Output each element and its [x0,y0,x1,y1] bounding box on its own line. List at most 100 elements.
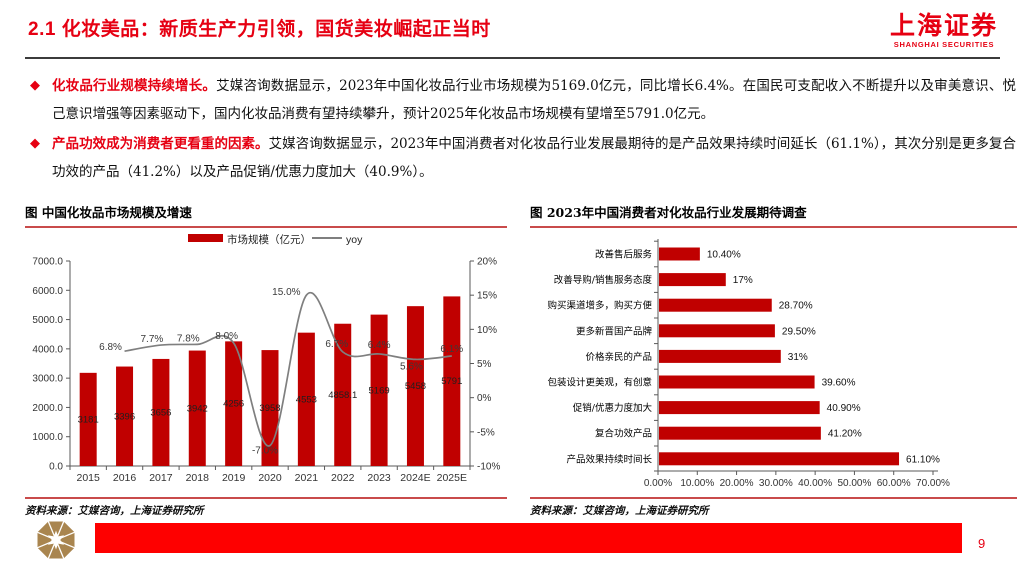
bar [659,349,781,363]
svg-text:2023: 2023 [367,472,391,484]
svg-text:5791: 5791 [441,376,462,387]
svg-text:2024E: 2024E [400,472,430,484]
bars [79,296,461,466]
svg-text:2019: 2019 [222,472,246,484]
svg-text:7.7%: 7.7% [141,334,164,345]
bullet-industry-growth: ◆ 化妆品行业规模持续增长。艾媒咨询数据显示，2023年中国化妆品行业市场规模为5… [30,72,1016,128]
svg-text:-10%: -10% [477,462,500,473]
bar [659,426,821,440]
figure-bottom-rule [530,497,1017,499]
page-title: 2.1 化妆美品：新质生产力引领，国货美妆崛起正当时 [28,19,491,40]
svg-text:0.0: 0.0 [49,462,63,473]
bar [659,452,900,466]
bar [152,358,170,466]
category-label: 促销/优惠力度加大 [573,402,653,414]
svg-text:3942: 3942 [187,403,208,414]
category-label: 更多新晋国产品牌 [576,325,653,337]
svg-text:8.0%: 8.0% [215,331,238,342]
svg-text:2000.0: 2000.0 [32,403,63,414]
source-note-right: 资料来源：艾媒咨询，上海证券研究所 [530,505,709,517]
svg-text:6.1%: 6.1% [440,344,463,355]
value-label: 17% [733,275,753,286]
bar [79,372,97,466]
svg-text:2020: 2020 [258,472,282,484]
svg-text:10%: 10% [477,325,497,336]
svg-text:5000.0: 5000.0 [32,315,63,326]
svg-text:60.00%: 60.00% [877,478,911,489]
figure-bottom-rule [25,497,507,499]
bar [370,314,388,466]
svg-text:5169: 5169 [369,385,390,396]
svg-text:2015: 2015 [77,472,101,484]
category-label: 价格亲民的产品 [585,351,652,363]
svg-text:70.00%: 70.00% [916,478,950,489]
value-label: 29.50% [782,326,816,337]
svg-text:1000.0: 1000.0 [32,432,63,443]
svg-text:2016: 2016 [113,472,137,484]
svg-text:20.00%: 20.00% [720,478,754,489]
svg-text:4553: 4553 [296,394,317,405]
bullet-body-text: 艾媒咨询数据显示，2023年中国消费者对化妆品行业发展最期待的是产品效果持续时间… [52,136,1017,180]
bar [659,375,815,389]
bullet-lead-text: 产品功效成为消费者更看重的因素。 [52,136,269,152]
company-logo-en: SHANGHAI SECURITIES [893,40,995,49]
svg-text:7000.0: 7000.0 [32,257,63,268]
svg-text:5%: 5% [477,359,492,370]
svg-text:4858.1: 4858.1 [328,390,357,401]
value-label: 39.60% [822,378,856,389]
svg-text:7.8%: 7.8% [177,333,200,344]
market-size-growth-chart: 市场规模（亿元） yoy 7000.0 6000.0 5000.0 4000.0 3000.… [32,233,500,484]
category-label: 改善售后服务 [595,249,653,261]
bar [659,324,775,338]
header-divider [25,57,1000,59]
svg-text:15.0%: 15.0% [272,287,300,298]
axes [654,239,938,475]
svg-text:3396: 3396 [114,411,135,422]
value-label: 10.40% [707,250,741,261]
value-label: 31% [788,352,808,363]
bar [297,332,315,466]
svg-text:0.00%: 0.00% [644,478,672,489]
svg-text:2018: 2018 [186,472,210,484]
svg-text:2017: 2017 [149,472,173,484]
svg-text:2025E: 2025E [437,472,467,484]
bar [406,306,424,466]
svg-text:-5%: -5% [477,427,495,438]
bar-labels: 3181 3396 3656 3942 4256 3958 4553 4858.1 5169 54… [78,376,463,425]
diamond-bullet-icon: ◆ [30,136,40,151]
svg-text:15%: 15% [477,291,497,302]
svg-text:4256: 4256 [223,399,244,410]
category-label: 改善导购/销售服务态度 [554,274,653,286]
svg-text:20%: 20% [477,257,497,268]
source-note-left: 资料来源：艾媒咨询，上海证券研究所 [25,505,204,517]
value-label: 40.90% [827,403,861,414]
bar [659,401,820,415]
svg-text:2022: 2022 [331,472,355,484]
svg-text:3000.0: 3000.0 [32,374,63,385]
value-label: 41.20% [828,429,862,440]
svg-text:6.7%: 6.7% [325,339,348,350]
bar [116,366,134,466]
svg-text:4000.0: 4000.0 [32,344,63,355]
consumer-survey-chart: 0.00% 10.00% 20.00% 30.00% 40.00% 50.00% 60.00… [547,239,950,489]
bar [188,350,206,466]
value-label: 61.10% [906,454,940,465]
svg-text:5458: 5458 [405,381,426,392]
footer-red-bar [95,523,962,553]
svg-text:6.4%: 6.4% [368,340,391,351]
page-number: 9 [978,536,986,551]
bar [659,247,700,261]
svg-text:10.00%: 10.00% [680,478,714,489]
svg-text:3656: 3656 [150,407,171,418]
svg-text:6.8%: 6.8% [99,342,122,353]
svg-text:yoy: yoy [346,234,363,246]
svg-text:40.00%: 40.00% [798,478,832,489]
svg-text:30.00%: 30.00% [759,478,793,489]
svg-text:2021: 2021 [295,472,319,484]
category-label: 复合功效产品 [595,428,652,440]
diamond-bullet-icon: ◆ [30,78,40,93]
bullet-lead-text: 化妆品行业规模持续增长。 [52,78,217,94]
svg-text:3181: 3181 [78,414,99,425]
yoy-line [124,291,452,447]
